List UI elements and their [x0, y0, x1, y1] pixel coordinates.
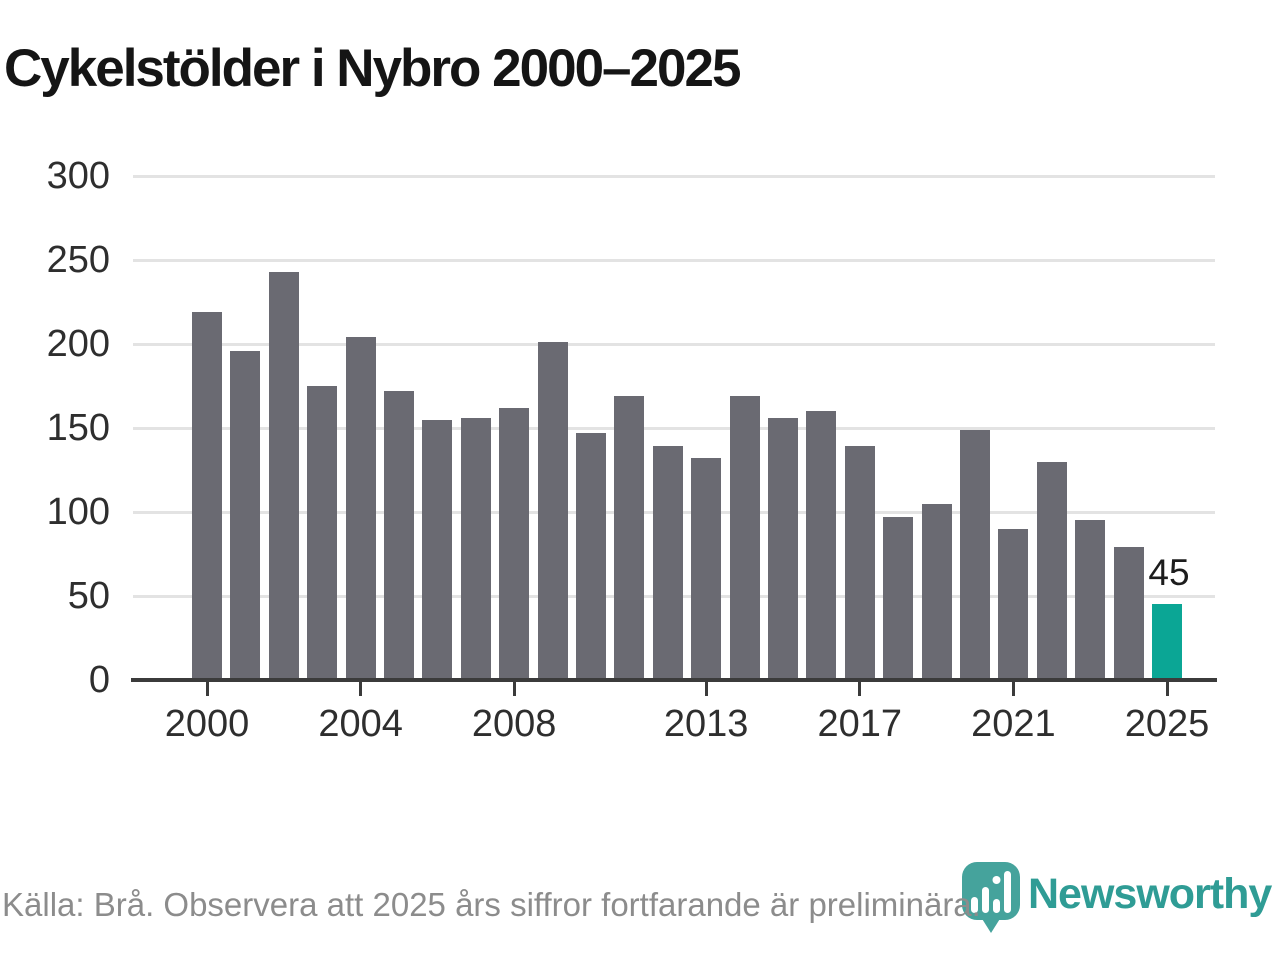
x-tick-2013 — [704, 682, 708, 696]
bar-2019 — [921, 503, 952, 680]
x-tick-2004 — [359, 682, 363, 696]
bar-2010 — [576, 433, 606, 680]
x-tick-2008 — [512, 682, 516, 696]
bar-value-label-2025: 45 — [1148, 552, 1190, 594]
bar-2021 — [998, 528, 1029, 680]
x-tick-label-2013: 2013 — [663, 703, 749, 745]
y-tick-label-50: 50 — [67, 575, 110, 617]
y-tick-label-100: 100 — [46, 491, 110, 533]
chart-title: Cykelstölder i Nybro 2000–2025 — [4, 39, 741, 98]
bar-2003 — [307, 386, 338, 680]
bar-2012 — [652, 446, 683, 680]
newsworthy-logo: Newsworthy — [960, 858, 1280, 942]
bar-2016 — [806, 411, 837, 680]
x-tick-2000 — [205, 682, 209, 696]
bar-2006 — [422, 419, 453, 680]
bar-2018 — [883, 517, 914, 680]
x-tick-label-2004: 2004 — [318, 703, 403, 745]
bar-2024 — [1113, 547, 1144, 680]
newsworthy-wordmark: Newsworthy — [1028, 870, 1272, 918]
bar-2015 — [768, 417, 798, 680]
bar-2013 — [691, 458, 722, 680]
bar-2005 — [384, 391, 414, 680]
x-tick-label-2000: 2000 — [164, 703, 250, 745]
bar-2022 — [1036, 461, 1067, 680]
x-tick-2021 — [1011, 682, 1015, 696]
bar-2000 — [192, 312, 222, 680]
y-gridline-150 — [133, 427, 1215, 430]
y-gridline-300 — [133, 175, 1215, 178]
x-axis-line — [131, 678, 1217, 682]
bar-2014 — [729, 396, 760, 680]
bar-2007 — [460, 417, 491, 680]
bar-2001 — [230, 350, 261, 680]
y-tick-label-200: 200 — [46, 323, 110, 365]
y-gridline-200 — [133, 343, 1215, 346]
bar-2009 — [537, 342, 568, 680]
bar-2002 — [268, 271, 299, 680]
y-tick-label-150: 150 — [46, 407, 110, 449]
y-tick-label-300: 300 — [46, 155, 110, 197]
bar-2004 — [345, 337, 376, 680]
x-tick-label-2021: 2021 — [971, 703, 1056, 745]
source-note: Källa: Brå. Observera att 2025 års siffr… — [2, 886, 981, 923]
bar-2023 — [1075, 520, 1106, 680]
x-tick-2025 — [1165, 682, 1169, 696]
x-tick-label-2008: 2008 — [471, 703, 557, 745]
bar-2025 — [1152, 604, 1182, 680]
y-gridline-250 — [133, 259, 1215, 262]
bar-2011 — [614, 396, 645, 680]
x-tick-label-2017: 2017 — [817, 703, 903, 745]
x-tick-label-2025: 2025 — [1124, 703, 1210, 745]
bar-2020 — [960, 429, 990, 680]
y-tick-label-250: 250 — [46, 239, 110, 281]
y-tick-label-0: 0 — [88, 659, 110, 701]
bar-2008 — [499, 407, 530, 680]
x-tick-2017 — [858, 682, 862, 696]
bar-2017 — [844, 446, 875, 680]
newsworthy-pin-barchart-icon — [962, 862, 1020, 933]
